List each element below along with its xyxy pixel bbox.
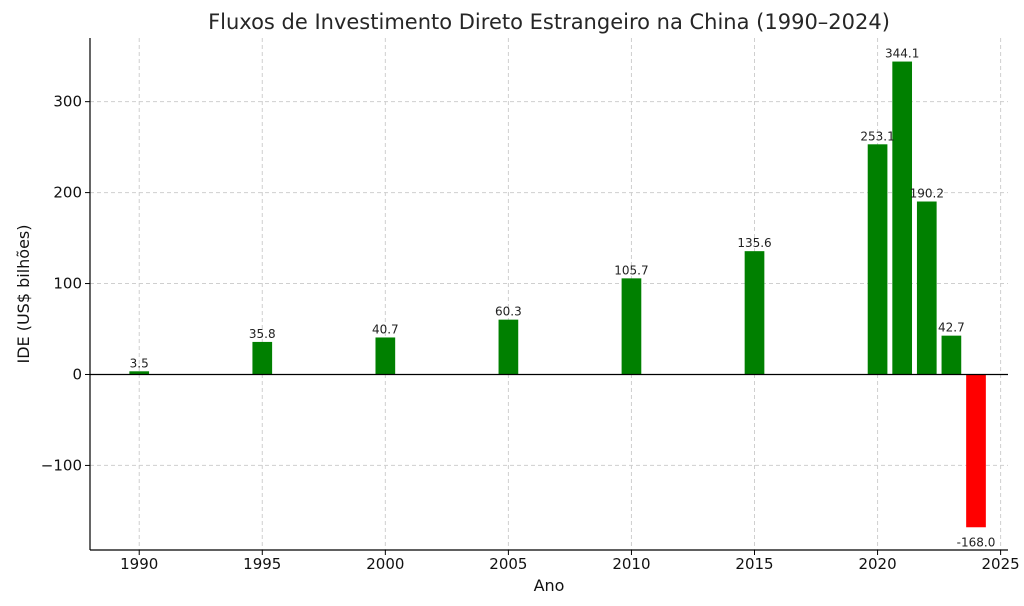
data-label-2022: 190.2	[910, 187, 944, 201]
axes	[89, 38, 1008, 551]
bar-2023	[941, 335, 962, 375]
x-tick-label-1990: 1990	[120, 555, 158, 573]
data-label-2000: 40.7	[372, 322, 399, 336]
bar-2021	[892, 61, 913, 375]
y-axis-label: IDE (US$ bilhões)	[14, 224, 33, 363]
x-tick-label-2020: 2020	[858, 555, 896, 573]
bars	[129, 61, 986, 528]
bar-2022	[916, 201, 937, 375]
x-tick-label-2000: 2000	[366, 555, 404, 573]
bar-1995	[252, 341, 273, 375]
bar-2024	[966, 374, 986, 528]
y-tick-label--100: −100	[41, 456, 82, 474]
bar-2000	[375, 337, 396, 375]
x-tick-label-2015: 2015	[735, 555, 773, 573]
x-axis-label: Ano	[534, 576, 565, 595]
bar-1990	[129, 371, 150, 375]
data-label-2024: -168.0	[957, 535, 996, 549]
data-label-2005: 60.3	[495, 305, 522, 319]
x-tick-label-1995: 1995	[243, 555, 281, 573]
x-tick-label-2025: 2025	[982, 555, 1020, 573]
bar-2015	[744, 251, 765, 375]
data-label-2015: 135.6	[737, 236, 771, 250]
x-tick-label-2010: 2010	[612, 555, 650, 573]
y-tick-label-100: 100	[53, 275, 82, 293]
data-label-2023: 42.7	[938, 321, 965, 335]
bar-2020	[867, 144, 888, 375]
data-label-1990: 3.5	[130, 356, 149, 370]
y-tick-label-200: 200	[53, 184, 82, 202]
data-label-2010: 105.7	[614, 263, 648, 277]
y-tick-label-300: 300	[53, 93, 82, 111]
data-label-2020: 253.1	[860, 129, 894, 143]
y-axis-ticks: −100 0 100 200 300	[41, 93, 90, 474]
y-tick-label-0: 0	[72, 365, 82, 383]
data-labels: 3.5 35.8 40.7 60.3 105.7 135.6 253.1 344.1 190.2…	[130, 47, 996, 550]
data-label-2021: 344.1	[885, 47, 919, 61]
data-label-1995: 35.8	[249, 327, 276, 341]
bar-2010	[621, 278, 642, 375]
bar-2005	[498, 319, 519, 375]
chart-title: Fluxos de Investimento Direto Estrangeir…	[208, 10, 890, 34]
x-axis-ticks: 1990 1995 2000 2005 2010 2015 2020 2025	[120, 550, 1020, 573]
x-tick-label-2005: 2005	[489, 555, 527, 573]
